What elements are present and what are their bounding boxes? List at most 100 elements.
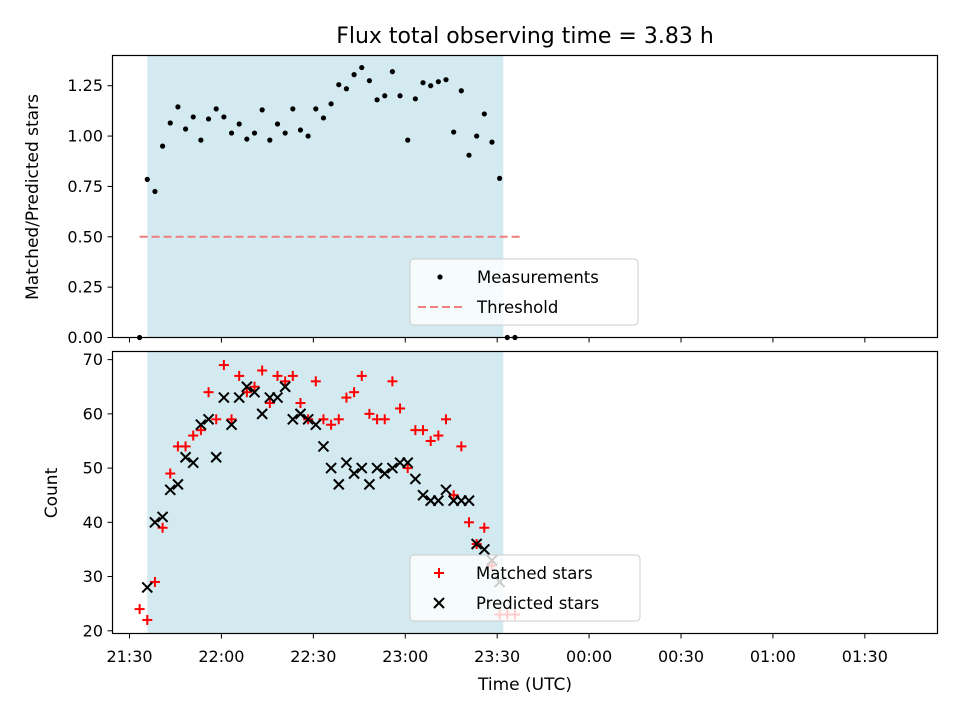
matched-star-point <box>441 414 452 425</box>
measurement-point <box>244 136 250 142</box>
x-tick-label: 22:00 <box>198 647 244 666</box>
measurement-point <box>305 133 311 139</box>
y-tick-label: 30 <box>83 567 103 586</box>
measurement-point <box>466 152 472 158</box>
predicted-star-point <box>218 391 230 404</box>
measurement-point <box>144 176 150 182</box>
matched-star-point <box>425 435 436 446</box>
measurement-point <box>198 137 204 143</box>
measurement-point <box>359 64 365 71</box>
legend-matched-label: Matched stars <box>476 564 593 583</box>
measurement-point <box>236 121 242 127</box>
y-tick-label: 0.75 <box>67 177 103 196</box>
ratio-legend-box <box>409 258 639 326</box>
predicted-star-point <box>202 413 215 425</box>
predicted-star-point <box>141 581 153 594</box>
x-tick-label: 21:30 <box>106 647 152 666</box>
y-tick-label: 60 <box>83 404 103 423</box>
x-tick-label: 00:30 <box>658 647 704 666</box>
predicted-star-point <box>302 413 314 425</box>
measurement-point <box>336 82 342 88</box>
matched-star-point <box>310 376 321 387</box>
predicted-star-point <box>340 456 353 469</box>
matched-star-point <box>287 370 298 381</box>
legend-measurements-label: Measurements <box>477 268 599 287</box>
measurement-point <box>366 78 373 84</box>
matched-star-point <box>356 370 367 381</box>
predicted-star-point <box>225 419 238 431</box>
count-y-axis-label: Count <box>42 467 62 518</box>
matched-star-point <box>418 425 429 436</box>
matched-star-point <box>234 370 245 381</box>
matched-star-point <box>341 392 352 403</box>
predicted-star-point <box>463 494 475 507</box>
measurement-point <box>251 130 258 136</box>
x-tick-label: 00:00 <box>566 647 612 666</box>
ratio-y-ticks: 0.00 0.25 0.50 0.75 1.00 1.25 <box>67 76 113 347</box>
measurement-point <box>382 93 388 99</box>
measurement-point <box>428 83 434 89</box>
predicted-star-point <box>149 516 161 529</box>
ratio-legend: Measurements Threshold <box>409 258 639 326</box>
legend-measurement-marker <box>437 274 443 280</box>
legend-threshold-label: Threshold <box>476 298 558 317</box>
matched-star-point <box>272 370 283 381</box>
x-tick-label: 01:00 <box>750 647 796 666</box>
measurement-point <box>259 107 265 113</box>
matched-star-point <box>479 522 490 533</box>
measurement-point <box>190 114 196 120</box>
measurement-point <box>274 121 281 127</box>
predicted-star-point <box>478 543 491 556</box>
measurement-point <box>489 139 495 145</box>
measurement-point <box>497 175 503 181</box>
measurement-point <box>374 97 380 103</box>
ratio-panel: 0.00 0.25 0.50 0.75 1.00 1.25 Matched/Predict… <box>23 54 939 347</box>
measurement-point <box>290 106 296 112</box>
x-tick-label: 23:00 <box>382 647 428 666</box>
measurement-point <box>435 79 441 85</box>
y-tick-label: 0.50 <box>67 227 103 246</box>
predicted-star-point <box>386 462 399 474</box>
measurement-point <box>320 115 327 121</box>
predicted-star-point <box>241 381 253 393</box>
ratio-axes-frame <box>111 54 939 339</box>
matched-star-point <box>226 414 237 425</box>
count-y-ticks: 20 30 40 50 60 70 <box>83 350 113 640</box>
predicted-star-point <box>210 451 222 463</box>
predicted-star-point <box>271 391 284 404</box>
predicted-star-point <box>402 456 414 469</box>
matched-star-point <box>249 381 260 392</box>
matched-star-point <box>195 425 206 436</box>
y-tick-label: 0.00 <box>67 328 103 347</box>
predicted-star-point <box>256 408 268 420</box>
matched-star-point <box>295 398 306 409</box>
predicted-star-point <box>164 484 176 496</box>
count-panel: 20 30 40 50 60 70 21:30 22:00 22:30 23:00 23:30 00… <box>42 350 939 695</box>
measurement-point <box>267 137 273 143</box>
predicted-star-point <box>348 467 360 480</box>
ratio-x-ticks <box>129 337 866 343</box>
measurement-point <box>351 72 357 78</box>
y-tick-label: 20 <box>83 621 103 640</box>
predicted-star-point <box>417 489 429 501</box>
predicted-star-point <box>172 478 184 491</box>
matched-star-point <box>134 604 145 615</box>
matched-star-point <box>433 430 444 441</box>
legend-matched-marker <box>434 568 444 578</box>
predicted-star-point <box>371 462 383 474</box>
predicted-star-point <box>248 386 261 398</box>
measurement-point <box>405 137 411 143</box>
matched-star-point <box>349 387 360 398</box>
measurement-point <box>313 106 319 112</box>
measurement-points <box>137 64 518 341</box>
predicted-star-point <box>156 511 169 523</box>
predicted-star-point <box>379 467 391 480</box>
predicted-star-point <box>187 456 199 469</box>
matched-star-point <box>456 441 467 452</box>
x-tick-label: 01:30 <box>842 647 888 666</box>
matched-star-point <box>463 517 474 528</box>
matched-star-point <box>188 430 199 441</box>
measurement-point <box>152 188 158 195</box>
measurement-point <box>328 101 334 107</box>
matched-star-point <box>333 414 344 425</box>
